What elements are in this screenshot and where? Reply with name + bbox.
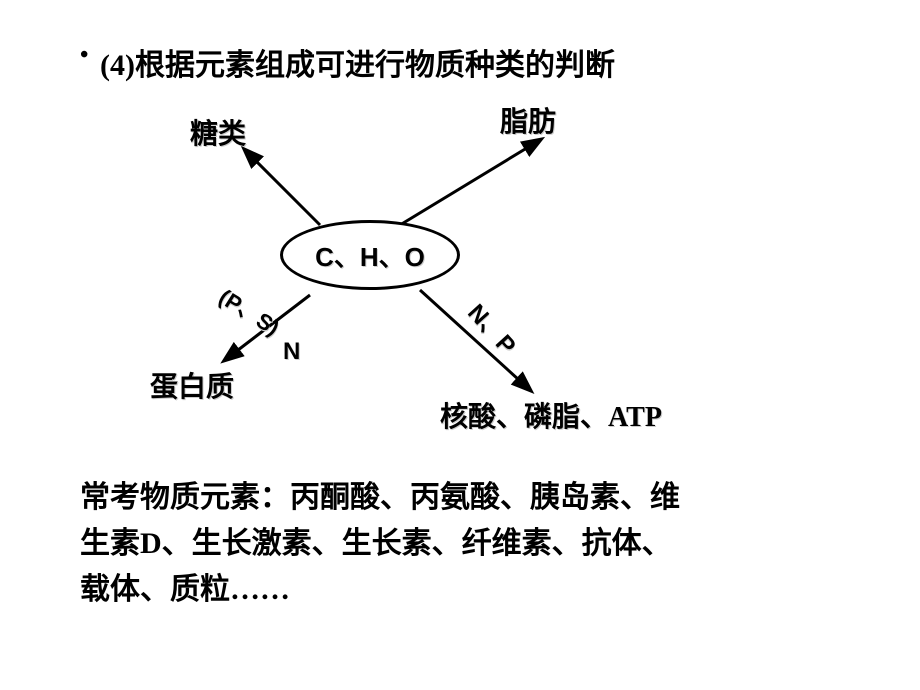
- page-title: (4)根据元素组成可进行物质种类的判断: [100, 40, 615, 84]
- bottom-line-2: 生素D、生长激素、生长素、纤维素、抗体、: [80, 521, 672, 566]
- node-protein: 蛋白质: [150, 365, 234, 405]
- edge-label-n: N: [283, 338, 300, 366]
- bottom-line-3: 载体、质粒……: [80, 567, 290, 612]
- node-sugar: 糖类: [190, 112, 246, 152]
- center-node-cho: C、H、O: [280, 220, 460, 290]
- bottom-line-1: 常考物质元素：丙酮酸、丙氨酸、胰岛素、维: [80, 475, 680, 520]
- node-fat: 脂肪: [500, 100, 556, 140]
- node-nucleic: 核酸、磷脂、ATP: [440, 395, 662, 435]
- title-bullet: •: [80, 42, 88, 69]
- edge-label-ps: (P、S): [214, 280, 287, 342]
- edge-label-np: N、P: [461, 294, 525, 360]
